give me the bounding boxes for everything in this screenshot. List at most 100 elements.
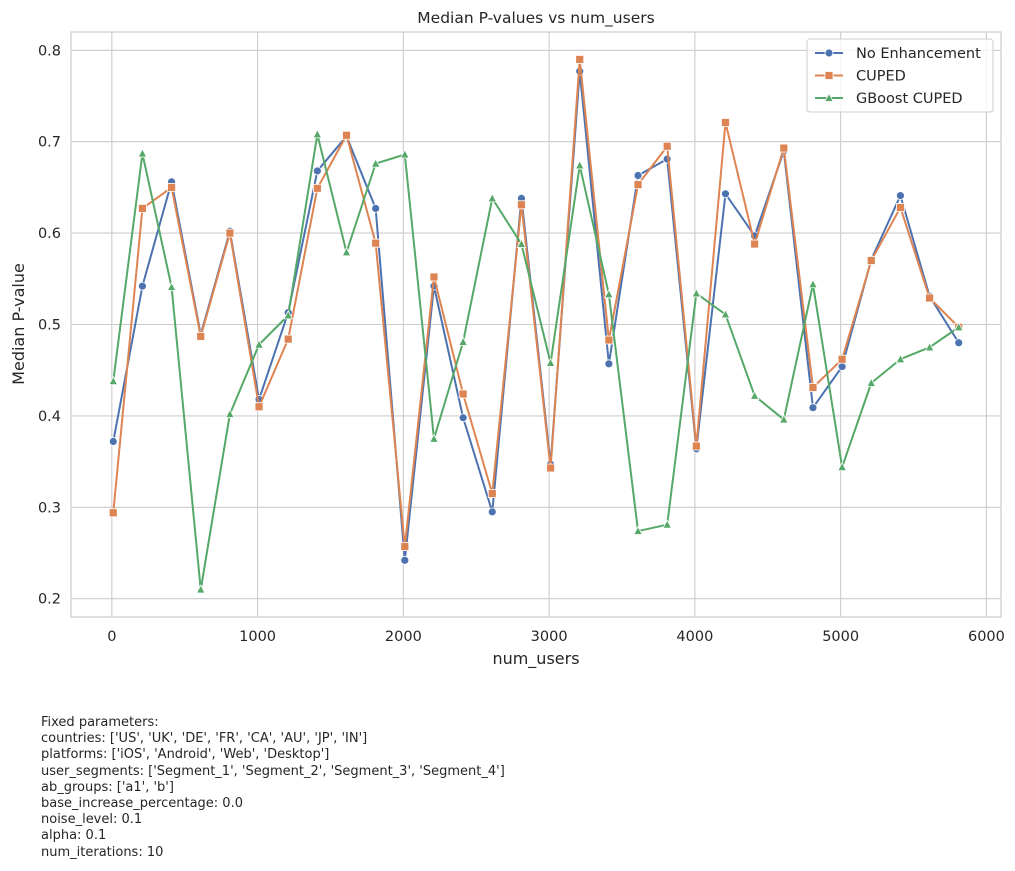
plot-frame [70, 31, 1002, 618]
series-1-point [896, 203, 905, 212]
series-2-point [254, 339, 264, 349]
series-0-point [371, 204, 381, 213]
legend-label-2: GBoost CUPED [856, 91, 963, 107]
series-1-point [225, 228, 235, 238]
y-tick-label: 0.2 [38, 592, 61, 608]
series-2-point [633, 525, 643, 535]
series-1-point [691, 441, 701, 451]
footnote-line: Fixed parameters: [41, 715, 159, 730]
series-2-point [399, 149, 410, 159]
line-chart: Median P-values vs num_users 0 1000 2000 30… [9, 9, 1005, 669]
series-2-point [953, 321, 964, 332]
series-0-point [633, 171, 643, 180]
series-2-point [283, 309, 294, 320]
legend-label-1: CUPED [856, 69, 906, 85]
legend-marker-2 [824, 92, 834, 102]
series-0-point [138, 281, 147, 291]
series-1-point [312, 183, 322, 193]
series-0-point [458, 413, 468, 423]
series-1-point [487, 489, 497, 499]
series-2-point [108, 375, 119, 386]
series-1-point [283, 334, 293, 344]
footnote-line: noise_level: 0.1 [41, 812, 143, 828]
series-1-point [837, 354, 847, 364]
series-2-point [895, 353, 906, 364]
series-0-point [604, 359, 614, 369]
footnote-line: ab_groups: ['a1', 'b'] [41, 779, 174, 795]
y-tick-label: 0.4 [38, 409, 61, 425]
series-0-point [954, 338, 964, 348]
series-2-point [574, 160, 585, 170]
series-1-point [458, 389, 468, 399]
x-tick-label: 2000 [385, 629, 422, 645]
series-2-point [341, 246, 352, 257]
legend-box [806, 38, 994, 113]
series-1-point [575, 55, 585, 64]
series-0-point [312, 166, 322, 176]
series-2-point [137, 148, 148, 158]
legend: No Enhancement CUPED GBoost CUPED [806, 38, 994, 113]
series-2-point [545, 357, 556, 367]
legend-marker-1 [824, 71, 834, 80]
series-2-point [749, 390, 760, 400]
series-1-point [546, 463, 555, 473]
footnote-line: alpha: 0.1 [41, 828, 107, 844]
x-tick-label: 4000 [676, 629, 713, 645]
series-0-point [108, 437, 118, 446]
series-1-point [196, 331, 206, 341]
series-2-point [604, 288, 614, 299]
series-2-point [458, 336, 468, 346]
series-2-point [195, 584, 206, 594]
series-0-point [400, 555, 410, 565]
series-0-point [808, 403, 818, 413]
series-1-point [808, 383, 818, 392]
series-2-point [662, 519, 673, 529]
y-tick-label: 0.6 [38, 226, 61, 242]
series-2-point [516, 238, 527, 248]
series-1-point [108, 508, 118, 518]
footnote-line: num_iterations: 10 [41, 844, 164, 860]
series-1-point [925, 293, 934, 303]
series-1-point [371, 238, 381, 248]
series-2-point [720, 309, 731, 319]
series-1-point [662, 141, 672, 151]
series-2-point [225, 408, 235, 418]
series-2-point [312, 129, 323, 139]
series-1-point [866, 256, 876, 265]
series-0-point [896, 191, 905, 201]
series-1-point [750, 239, 760, 249]
series-2-point [924, 341, 935, 352]
x-tick-label: 3000 [531, 629, 568, 645]
footnote-line: platforms: ['iOS', 'Android', 'Web', 'De… [41, 747, 330, 763]
x-axis-label: num_users [492, 649, 579, 669]
footnote-line: base_increase_percentage: 0.0 [41, 796, 243, 812]
series-2-point [166, 281, 177, 291]
series-2-point [778, 414, 789, 424]
series-2-point [808, 278, 818, 289]
x-tick-label: 1000 [239, 629, 276, 645]
series-2-point [837, 461, 847, 471]
series-1-point [779, 143, 789, 153]
legend-marker-0 [824, 48, 834, 58]
fixed-parameters-note: Fixed parameters: countries: ['US', 'UK',… [41, 715, 505, 861]
x-tick-label: 6000 [968, 629, 1005, 645]
series-1-point [138, 204, 147, 213]
series-2-point [429, 433, 439, 443]
footnote-line: countries: ['US', 'UK', 'DE', 'FR', 'CA'… [41, 731, 368, 747]
y-tick-label: 0.7 [38, 135, 61, 151]
series-2-point [370, 158, 381, 168]
series-line-2 [112, 133, 960, 591]
x-tick-label: 0 [107, 629, 116, 645]
legend-label-0: No Enhancement [856, 46, 981, 62]
series-0-point [487, 507, 497, 517]
chart-title: Median P-values vs num_users [417, 9, 654, 28]
y-tick-label: 0.5 [38, 318, 61, 334]
y-tick-label: 0.8 [38, 43, 61, 59]
series-line-0 [112, 70, 960, 562]
series-1-point [400, 542, 410, 552]
series-1-point [429, 272, 439, 282]
series-1-point [633, 180, 643, 190]
series-1-point [604, 335, 614, 345]
y-tick-label: 0.3 [38, 500, 61, 516]
series-2-point [487, 192, 498, 203]
